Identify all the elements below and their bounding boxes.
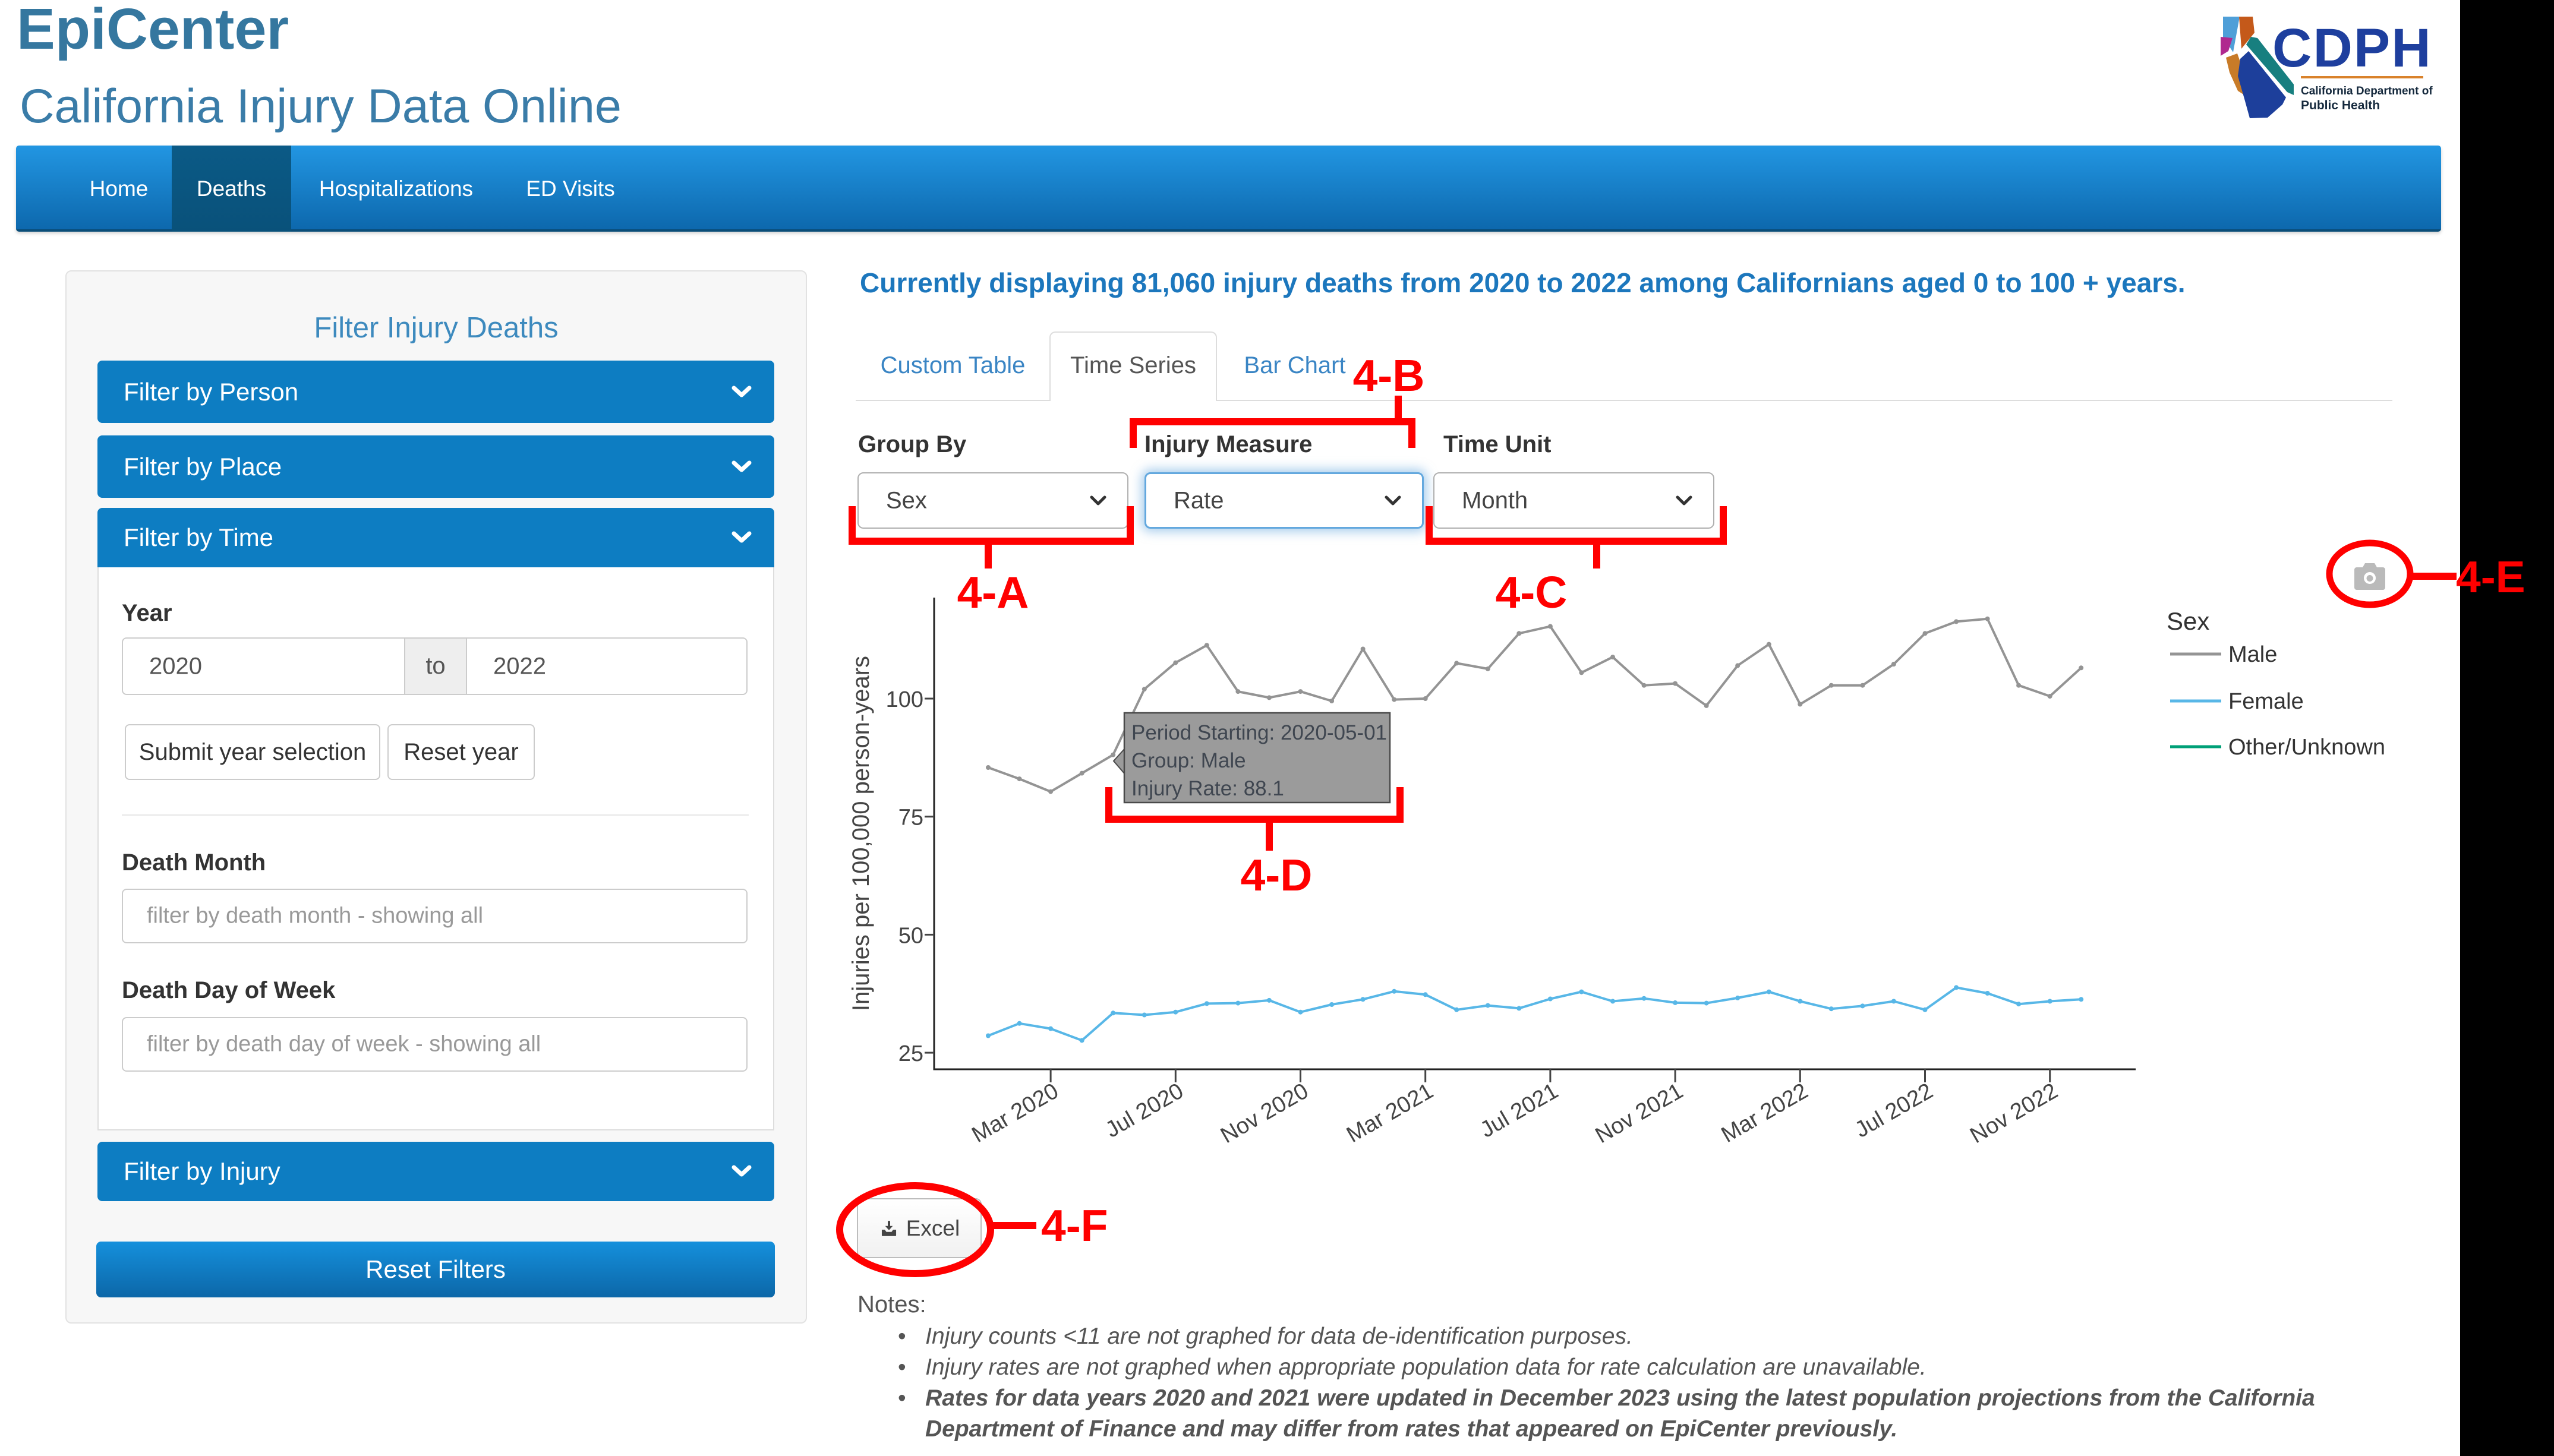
svg-text:Mar 2020: Mar 2020 [968, 1078, 1063, 1148]
svg-text:Mar 2021: Mar 2021 [1342, 1078, 1437, 1148]
svg-text:4-B: 4-B [1353, 350, 1425, 400]
svg-text:Jul 2021: Jul 2021 [1476, 1078, 1562, 1142]
svg-text:Sex: Sex [2167, 607, 2209, 635]
svg-text:Other/Unknown: Other/Unknown [2228, 735, 2385, 760]
svg-text:Nov 2020: Nov 2020 [1216, 1078, 1313, 1148]
svg-text:Public Health: Public Health [2301, 99, 2380, 112]
svg-text:Nov 2022: Nov 2022 [1966, 1078, 2062, 1148]
svg-text:75: 75 [898, 806, 923, 830]
svg-text:4-F: 4-F [1041, 1201, 1108, 1250]
svg-text:Male: Male [2228, 642, 2277, 667]
svg-text:4-C: 4-C [1496, 567, 1568, 617]
svg-text:California Department of: California Department of [2301, 85, 2433, 97]
svg-text:4-A: 4-A [957, 567, 1029, 617]
svg-text:CDPH: CDPH [2272, 18, 2432, 78]
svg-text:100: 100 [886, 687, 923, 712]
svg-text:4-E: 4-E [2456, 552, 2525, 602]
svg-text:Jul 2022: Jul 2022 [1851, 1078, 1937, 1142]
svg-text:Jul 2020: Jul 2020 [1101, 1078, 1187, 1142]
svg-text:Group: Male: Group: Male [1131, 749, 1246, 772]
svg-text:Injuries per 100,000 person-ye: Injuries per 100,000 person-years [848, 656, 874, 1011]
svg-text:4-D: 4-D [1241, 850, 1313, 900]
svg-text:Period Starting: 2020-05-01: Period Starting: 2020-05-01 [1131, 721, 1387, 744]
svg-text:25: 25 [898, 1041, 923, 1066]
svg-text:Injury Rate: 88.1: Injury Rate: 88.1 [1131, 777, 1284, 800]
svg-text:Nov 2021: Nov 2021 [1591, 1078, 1688, 1148]
svg-text:50: 50 [898, 923, 923, 948]
svg-text:Mar 2022: Mar 2022 [1717, 1078, 1812, 1148]
svg-text:Female: Female [2228, 689, 2304, 714]
